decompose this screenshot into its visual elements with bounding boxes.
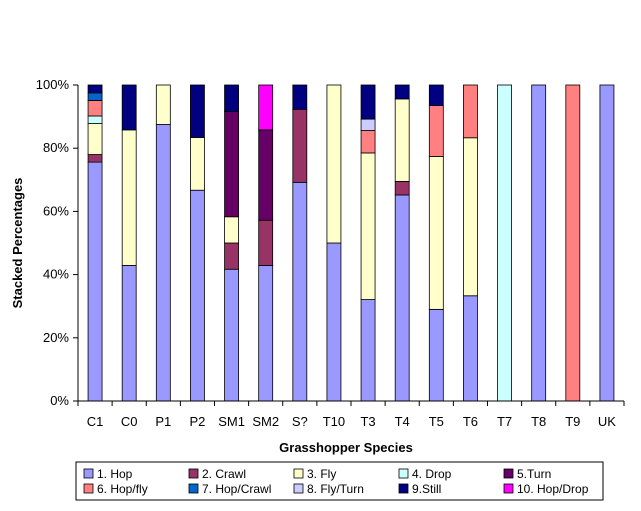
legend-frame — [75, 461, 604, 501]
legend-swatch — [503, 468, 514, 479]
x-tick-label: T10 — [323, 414, 345, 429]
bar-segment — [258, 265, 274, 402]
y-tick-label: 100% — [36, 77, 70, 92]
legend-label: 5.Turn — [517, 467, 551, 481]
legend-label: 7. Hop/Crawl — [202, 482, 271, 496]
bar-segment — [121, 129, 137, 266]
legend-label: 8. Fly/Turn — [307, 482, 364, 496]
legend-swatch — [293, 468, 304, 479]
legend-label: 1. Hop — [97, 467, 133, 481]
y-tick-label: 80% — [43, 140, 69, 155]
y-axis: 0% 20% 40% 60% 80% 100% — [36, 77, 79, 408]
x-tick-label: SM2 — [252, 414, 279, 429]
bar-segment — [360, 299, 376, 402]
legend-swatch — [503, 483, 514, 494]
y-tick-label: 0% — [50, 393, 69, 408]
x-axis: C1 C0 P1 P2 SM1 SM2 S? T10 T3 T4 T5 T6 T7 T8 T9 UK — [77, 400, 625, 429]
bar-segment — [394, 194, 410, 402]
bar-segment — [428, 84, 444, 106]
bar-segment — [224, 111, 239, 218]
x-tick-label: C0 — [121, 414, 138, 429]
legend-label: 9.Still — [412, 482, 441, 496]
bar-segment — [87, 100, 103, 117]
legend-swatch — [398, 483, 409, 494]
bar-segment — [121, 265, 137, 402]
bar-segment — [258, 129, 274, 221]
bar-segment — [224, 84, 239, 112]
bar-segment — [87, 92, 103, 101]
bar-segment — [190, 137, 205, 191]
bar-segment — [87, 84, 103, 94]
legend-label: 3. Fly — [307, 467, 336, 481]
y-tick-label: 20% — [43, 330, 69, 345]
y-tick-label: 40% — [43, 267, 69, 282]
bar-segment — [360, 130, 376, 154]
bar-segment — [326, 84, 342, 244]
bar-segment — [428, 308, 444, 402]
bar-segment — [463, 295, 478, 402]
legend-swatch — [188, 468, 199, 479]
legend: 1. Hop 2. Crawl 3. Fly 4. Drop 5.Turn 6. Hop/… — [75, 461, 604, 501]
bar-segment — [224, 242, 239, 270]
legend-swatch — [83, 483, 94, 494]
bar-segment — [87, 115, 103, 124]
legend-swatch — [188, 483, 199, 494]
bar-segment — [190, 84, 205, 138]
bar-segment — [463, 137, 478, 297]
x-tick-label: T3 — [360, 414, 375, 429]
bar-segment — [360, 152, 376, 300]
legend-label: 10. Hop/Drop — [517, 482, 589, 496]
x-tick-label: T9 — [565, 414, 580, 429]
bar-segment — [497, 84, 512, 402]
x-tick-label: P1 — [155, 414, 171, 429]
bar-segment — [531, 84, 547, 402]
bar-segment — [258, 84, 274, 131]
bar-segment — [428, 156, 444, 310]
x-tick-label: T4 — [395, 414, 410, 429]
x-tick-label: T7 — [497, 414, 512, 429]
bar-segment — [258, 219, 274, 266]
bar-segment — [292, 108, 308, 183]
bar-segment — [224, 216, 239, 244]
y-tick-label: 60% — [43, 203, 69, 218]
x-axis-title: Grasshopper Species — [279, 440, 413, 455]
x-tick-label: S? — [292, 414, 308, 429]
bar-segment — [87, 154, 103, 163]
bar-segment — [224, 268, 239, 402]
legend-label: 6. Hop/fly — [97, 482, 148, 496]
bar-segment — [155, 84, 171, 125]
bar-segment — [155, 124, 171, 402]
bar-segment — [394, 180, 410, 196]
bar-segment — [87, 161, 103, 402]
bar-segment — [394, 84, 410, 100]
y-axis-title: Stacked Percentages — [10, 178, 25, 309]
x-tick-label: P2 — [189, 414, 205, 429]
plot-area — [87, 84, 615, 402]
bar-segment — [121, 84, 137, 131]
bar-segment — [428, 105, 444, 157]
x-tick-label: T8 — [531, 414, 546, 429]
bar-segment — [360, 118, 376, 131]
x-tick-label: T6 — [463, 414, 478, 429]
bar-segment — [360, 84, 376, 120]
legend-swatch — [398, 468, 409, 479]
x-tick-label: T5 — [429, 414, 444, 429]
bar-segment — [565, 84, 581, 402]
bar-segment — [292, 181, 308, 402]
legend-swatch — [293, 483, 304, 494]
x-tick-label: UK — [598, 414, 616, 429]
bar-segment — [463, 84, 478, 139]
legend-label: 4. Drop — [412, 467, 452, 481]
bar-segment — [326, 242, 342, 402]
x-tick-label: C1 — [87, 414, 104, 429]
bar-segment — [394, 98, 410, 182]
bar-segment — [190, 189, 205, 402]
bar-segment — [599, 84, 615, 402]
legend-label: 2. Crawl — [202, 467, 246, 481]
x-tick-label: SM1 — [218, 414, 245, 429]
bar-segment — [292, 84, 308, 110]
bar-segment — [87, 123, 103, 155]
legend-swatch — [83, 468, 94, 479]
